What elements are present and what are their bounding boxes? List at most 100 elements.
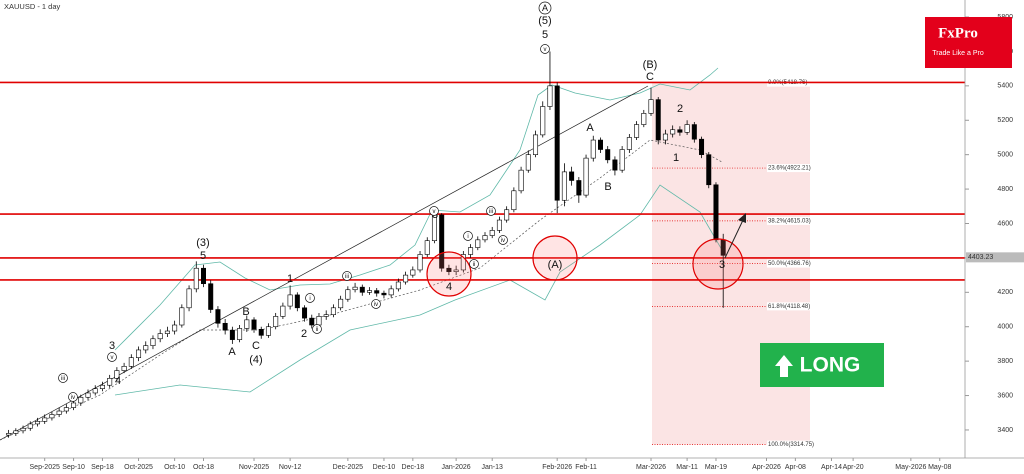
x-tick-label: Oct-10 [164, 464, 185, 471]
candle-body [641, 113, 647, 125]
candle-body [489, 230, 495, 236]
y-tick-label: 5400 [997, 83, 1013, 90]
highlight-circle [426, 251, 472, 297]
circled-label: iii [61, 376, 65, 382]
y-tick-label: 5000 [997, 152, 1013, 159]
candle-body [446, 267, 452, 272]
candle-body [424, 240, 430, 255]
candle-body [561, 171, 567, 201]
x-tick-label: Jan-13 [482, 464, 504, 471]
fib-label: 23.6%(4922.21) [768, 166, 811, 172]
wave-circle [463, 231, 473, 241]
wave-label: (A) [548, 259, 563, 271]
fib-zone: 0.0%(5418.76)23.6%(4922.21)38.2%(4615.03… [652, 78, 814, 449]
wave-circle [107, 352, 117, 362]
candle-body [619, 149, 625, 171]
logo-tagline: Trade Like a Pro [932, 50, 984, 57]
candle-body [670, 129, 676, 135]
candle-body [496, 219, 502, 231]
highlight-circle [532, 235, 578, 281]
x-tick-label: Oct-18 [193, 464, 214, 471]
candle-body [200, 267, 206, 285]
candle-body [612, 159, 618, 171]
x-tick-label: Oct-2025 [124, 464, 153, 471]
candle-body [345, 289, 351, 300]
candle-body [280, 305, 286, 317]
candle-body [468, 247, 474, 255]
candle-body [417, 254, 423, 271]
fib-label-bg [767, 164, 811, 173]
circled-label: iv [501, 238, 505, 244]
candle-body [359, 286, 365, 293]
x-tick-label: Feb-11 [575, 464, 597, 471]
wave-label: (5) [538, 15, 551, 27]
candle-body [309, 317, 315, 326]
wave-label: B [242, 306, 249, 318]
signal-text: LONG [800, 354, 861, 377]
candle-body [78, 396, 84, 404]
x-tick-label: Jan-2026 [442, 464, 471, 471]
candle-body [576, 180, 582, 196]
x-tick-label: Sep-10 [62, 464, 85, 471]
candle-body [504, 209, 510, 221]
candle-body [381, 292, 387, 296]
candle-body [193, 267, 199, 290]
candle-body [208, 283, 214, 310]
candle-body [706, 154, 712, 186]
wave-label: A [228, 346, 236, 358]
candle-body [273, 316, 279, 328]
arrow-head [738, 213, 746, 223]
circled-label: v [544, 47, 547, 53]
y-tick-label: 3800 [997, 358, 1013, 365]
wave-label: 4 [115, 375, 121, 387]
fib-label: 100.0%(3314.75) [768, 442, 814, 448]
candle-body [352, 286, 358, 291]
fib-label: 38.2%(4615.03) [768, 218, 811, 224]
y-tick-label: 4200 [997, 289, 1013, 296]
x-tick-label: Sep-18 [91, 464, 114, 471]
y-tick-label: 3400 [997, 427, 1013, 434]
candle-body [569, 171, 575, 181]
candle-body [136, 349, 142, 358]
circled-label: iii [345, 274, 349, 280]
y-tick-label: 5200 [997, 117, 1013, 124]
candle-body [590, 139, 596, 159]
candle-body [713, 184, 719, 241]
candle-body [71, 402, 77, 408]
wave-label: 1 [287, 273, 293, 285]
wave-circle [540, 44, 550, 54]
candle-body [439, 214, 445, 269]
circled-label: iii [489, 209, 493, 215]
candle-body [547, 85, 553, 107]
wave-label: 5 [200, 250, 206, 262]
candle-body [330, 307, 336, 315]
circled-label: i [467, 234, 468, 240]
wave-label: 3 [719, 259, 725, 271]
candle-body [655, 99, 661, 141]
candle-body [49, 414, 55, 419]
candle-body [634, 124, 640, 138]
candle-body [475, 239, 481, 248]
candle-body [540, 106, 546, 136]
candle-body [626, 137, 632, 150]
candle-body [583, 157, 589, 196]
candle-body [410, 269, 416, 276]
levels [0, 81, 965, 281]
signal-badge: LONG [760, 343, 884, 387]
fib-label-bg [767, 440, 811, 449]
candle-body [20, 427, 26, 432]
candle-body [128, 357, 134, 367]
candle-body [597, 139, 603, 150]
chart-title: XAUUSD - 1 day [4, 2, 61, 11]
wave-label: B [604, 181, 611, 193]
x-tick-label: Apr-20 [843, 464, 864, 471]
wave-circle [486, 206, 496, 216]
y-tick-label: 4600 [997, 220, 1013, 227]
candle-body [114, 370, 120, 379]
candle-body [186, 288, 192, 309]
candles [6, 51, 726, 438]
wave-label: 1 [673, 152, 679, 164]
candle-body [648, 99, 654, 114]
x-tick-label: Feb-2026 [542, 464, 572, 471]
